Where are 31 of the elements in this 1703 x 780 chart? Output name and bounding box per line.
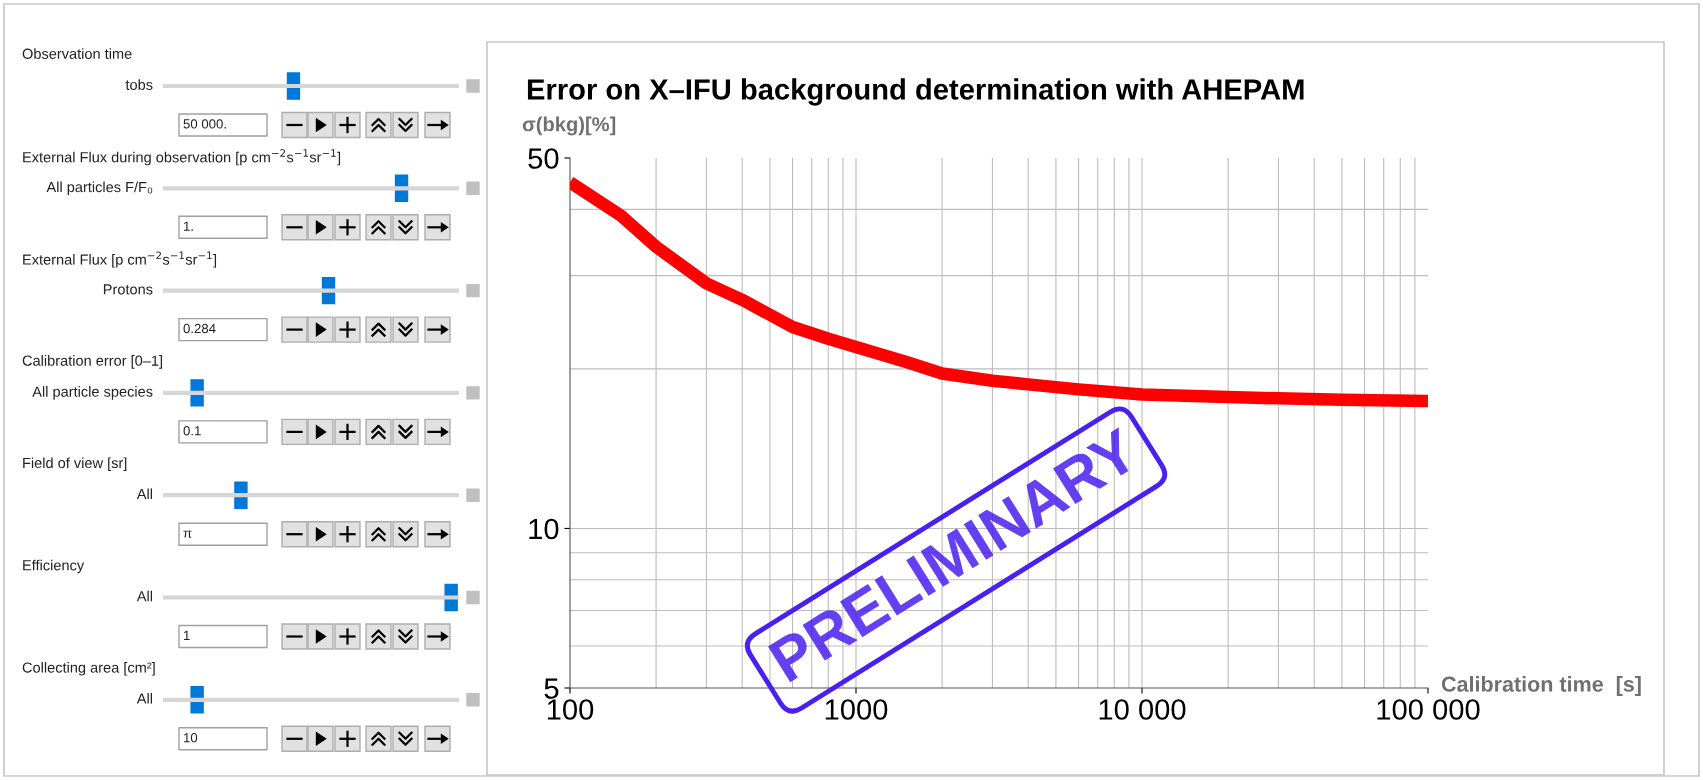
text: All particle species (32, 386, 153, 400)
x-axis-title: Calibration time [s] (1441, 675, 1641, 697)
text: 0.1 (183, 426, 201, 436)
text: All (136, 590, 153, 602)
text: Field of view [sr] (23, 457, 127, 471)
text: 1. (184, 221, 193, 231)
y-tick-label: 50 (528, 148, 559, 169)
text: 10 (184, 733, 198, 743)
text: All (136, 693, 153, 704)
text: External Flux [p cm$^{−2}$s$^{−1}$sr$^{−1}$] (23, 251, 217, 268)
text: 50 000. (183, 119, 226, 129)
text: tobs (125, 79, 153, 90)
chart-title: Error on X–IFU background determination with AHEPAM (527, 78, 1304, 106)
text: Efficiency (23, 559, 85, 574)
y-tick-label: 10 (529, 518, 559, 540)
text: π (183, 530, 192, 538)
y-tick-label: 5 (544, 678, 559, 699)
text: External Flux during observation [p cm$^{−2}$s$^{−1}$sr$^{−1}$] (23, 149, 341, 166)
text: Observation time (22, 48, 132, 59)
text: Protons (103, 284, 153, 295)
y-axis-title: σ(bkg)[%] (522, 116, 616, 136)
text: 1 (184, 630, 190, 640)
text: All particles F/F₀ (46, 181, 153, 196)
x-tick-label: 10 000 (1099, 699, 1186, 720)
x-tick-label: 1000 (825, 699, 888, 720)
text: All (136, 488, 153, 499)
x-tick-label: 100 (547, 699, 594, 720)
text: Collecting area [cm²] (22, 662, 155, 676)
text: Calibration error [0–1] (22, 355, 162, 369)
text: 0.284 (183, 323, 216, 334)
x-tick-label: 100 000 (1377, 699, 1480, 720)
